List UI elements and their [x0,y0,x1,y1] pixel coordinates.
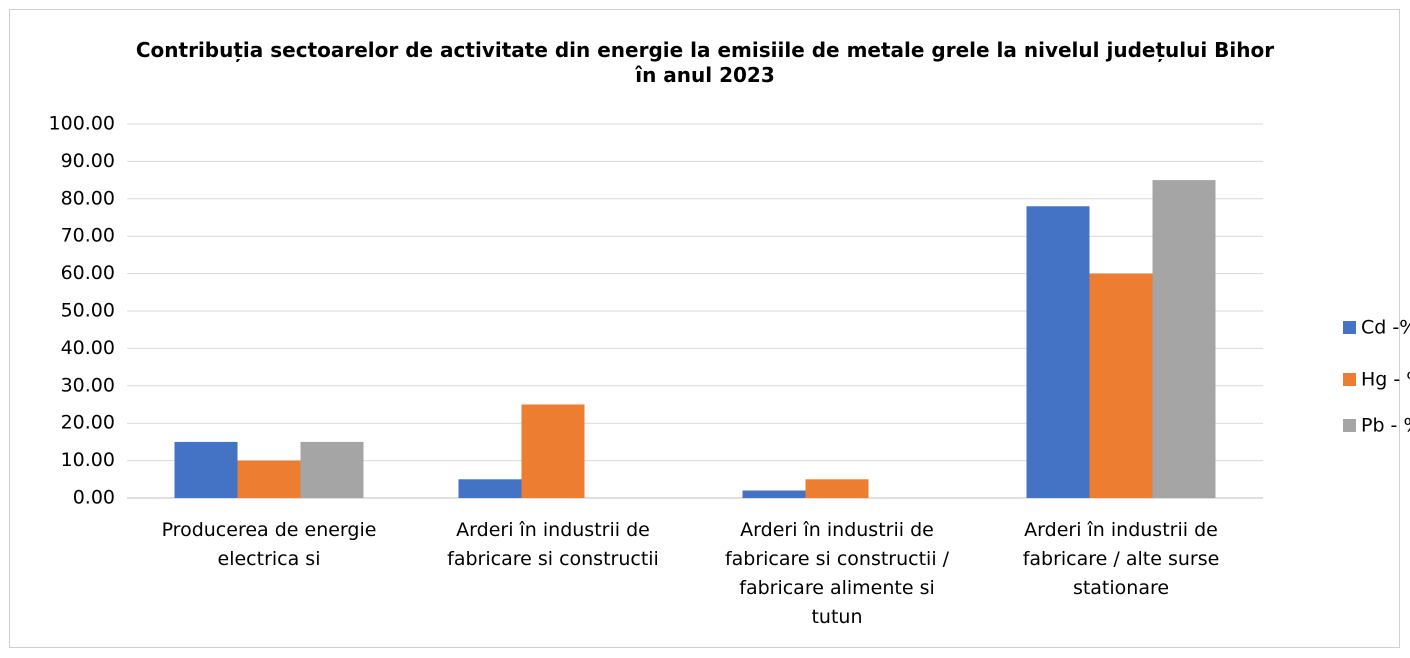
y-tick-label: 100.00 [49,113,115,135]
bar [458,479,522,498]
chart-title: Contribuția sectoarelor de activitate di… [135,38,1275,87]
legend-swatch [1343,373,1356,386]
y-tick-label: 80.00 [61,187,115,209]
bar [805,479,869,498]
bar [1026,206,1090,498]
bar [521,404,585,498]
bar [742,490,806,498]
y-tick-label: 0.00 [73,487,115,509]
x-tick-label: Producerea de energie electrica si [161,519,377,570]
y-tick-label: 40.00 [61,337,115,359]
x-tick-label: Arderi în industrii de fabricare si cons… [724,519,950,628]
y-tick-label: 10.00 [61,449,115,471]
bar [300,441,364,498]
legend-label: Hg - % [1361,369,1410,391]
legend-swatch [1343,321,1356,334]
y-tick-label: 20.00 [61,412,115,434]
y-tick-label: 90.00 [61,150,115,172]
legend-label: Pb - % [1361,415,1410,437]
bar [174,441,238,498]
bar [237,460,301,498]
bar [1089,273,1153,498]
y-tick-label: 70.00 [61,225,115,247]
x-tick-label: Arderi în industrii de fabricare / alte … [1022,519,1220,599]
y-tick-label: 60.00 [61,262,115,284]
legend-label: Cd -% [1361,317,1410,339]
bar [1152,180,1216,498]
legend-swatch [1343,419,1356,432]
y-tick-label: 30.00 [61,374,115,396]
y-tick-label: 50.00 [61,300,115,322]
x-tick-label: Arderi în industrii de fabricare si cons… [447,519,659,570]
